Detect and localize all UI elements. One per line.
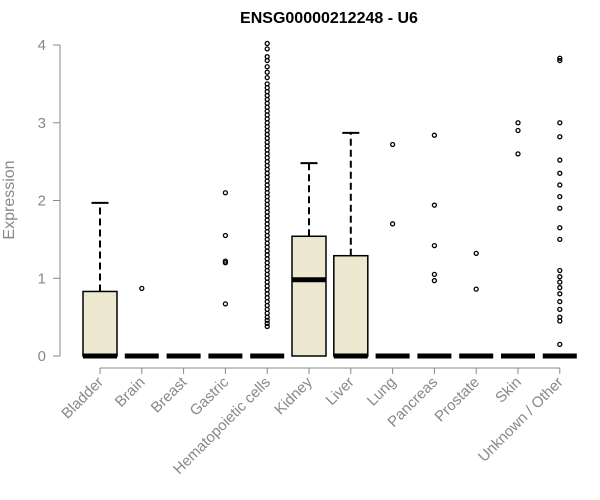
box-group (208, 190, 243, 359)
outlier-point (557, 284, 563, 291)
outlier-point (222, 301, 229, 307)
y-tick-label: 2 (38, 193, 46, 210)
outlier-point (264, 64, 270, 70)
box-group (124, 285, 159, 359)
outlier-point (389, 221, 396, 227)
outlier-point (431, 277, 438, 284)
outlier-point (557, 157, 563, 163)
y-tick-label: 1 (38, 270, 46, 287)
x-category-label: Brain (112, 374, 149, 411)
x-category-label: Prostate (431, 374, 483, 426)
outlier-point (557, 120, 563, 126)
outlier-point (515, 120, 521, 126)
y-axis-label: Expression (1, 160, 18, 239)
outlier-point (557, 55, 563, 61)
outlier-point (264, 317, 270, 323)
outlier-point (222, 190, 229, 196)
box-body (82, 290, 118, 357)
box-group (250, 40, 285, 359)
outlier-point (264, 81, 270, 87)
outlier-point (264, 46, 270, 52)
outlier-point (431, 132, 438, 138)
box-group (417, 132, 452, 359)
outlier-point (515, 151, 521, 157)
outlier-point (222, 232, 229, 239)
outlier-point (557, 236, 563, 243)
plot-area (82, 40, 577, 359)
outlier-point (431, 242, 438, 249)
outlier-point (557, 225, 563, 231)
x-category-label: Breast (148, 373, 191, 416)
chart-title: ENSG00000212248 - U6 (240, 10, 418, 27)
y-tick-label: 0 (38, 348, 46, 365)
outlier-point (264, 54, 270, 60)
x-category-label: Liver (323, 374, 358, 409)
outlier-point (431, 202, 438, 208)
box-group (459, 250, 494, 359)
box-group (375, 141, 410, 359)
box-body (333, 254, 369, 357)
outlier-point (557, 291, 563, 297)
outlier-point (557, 134, 563, 140)
outlier-point (515, 127, 521, 134)
outlier-point (557, 193, 563, 200)
outlier-point (264, 320, 270, 326)
box-body (291, 235, 327, 357)
y-tick-label: 4 (38, 37, 46, 54)
outlier-point (264, 75, 270, 81)
x-category-label: Bladder (58, 374, 107, 423)
outlier-point (264, 69, 270, 75)
outlier-point (557, 182, 563, 188)
outlier-point (557, 205, 563, 211)
outlier-point (264, 40, 270, 47)
box-group (333, 131, 369, 359)
outlier-point (557, 274, 563, 280)
outlier-point (473, 250, 479, 257)
outlier-point (473, 286, 479, 292)
outlier-point (557, 279, 563, 285)
outlier-point (557, 267, 563, 274)
y-tick-label: 3 (38, 115, 46, 132)
outlier-point (557, 298, 563, 305)
x-category-label: Lung (364, 374, 400, 410)
outlier-point (557, 314, 563, 320)
outlier-point (557, 341, 563, 347)
outlier-point (222, 258, 229, 264)
outlier-point (431, 271, 438, 278)
outlier-point (557, 306, 563, 313)
box-group (501, 120, 535, 359)
outlier-point (557, 57, 563, 64)
box-group (542, 55, 577, 359)
outlier-point (139, 285, 145, 292)
outlier-point (389, 141, 396, 148)
outlier-point (264, 323, 270, 330)
x-category-label: Skin (492, 374, 525, 407)
outlier-point (557, 170, 563, 176)
box-group (291, 162, 327, 357)
box-group (82, 201, 118, 359)
x-category-label: Kidney (271, 373, 316, 418)
y-axis: 0 1 2 3 4 (38, 37, 61, 365)
